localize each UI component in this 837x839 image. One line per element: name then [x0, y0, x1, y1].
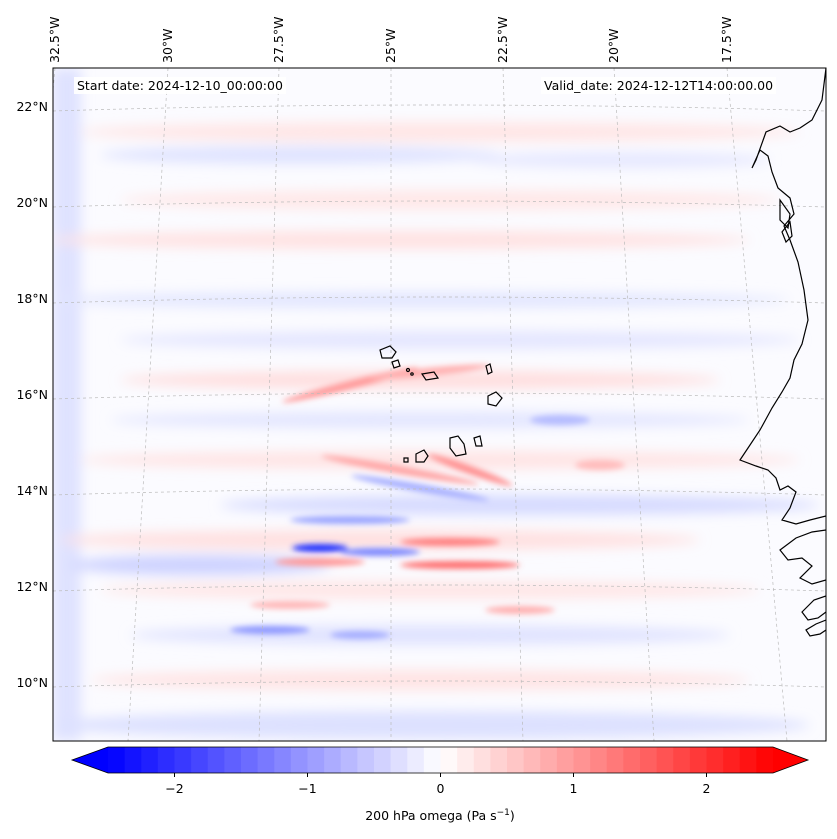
lat-gridline: [53, 104, 826, 112]
colorbar-segment: [191, 747, 209, 773]
lat-label: 16°N: [16, 387, 48, 402]
lat-label: 12°N: [16, 579, 48, 594]
colorbar-extend-low: [72, 747, 108, 773]
graticule: [53, 68, 826, 741]
lon-gridline: [127, 68, 169, 741]
colorbar-segment: [224, 747, 242, 773]
colorbar-segment: [706, 747, 724, 773]
colorbar-tick-label: 0: [436, 781, 445, 796]
colorbar-segment: [606, 747, 624, 773]
colorbar-tick-label: 2: [702, 781, 711, 796]
colorbar-segment: [324, 747, 342, 773]
colorbar-tick-label: 1: [569, 781, 578, 796]
lat-gridline: [53, 296, 826, 304]
colorbar-segment: [108, 747, 126, 773]
colorbar-segment: [523, 747, 541, 773]
colorbar-tick-label: −1: [298, 781, 317, 796]
colorbar-segment: [241, 747, 259, 773]
colorbar-segment: [457, 747, 475, 773]
colorbar-ticks: [174, 773, 707, 777]
colorbar-segment: [390, 747, 408, 773]
lon-label: 25°W: [383, 28, 398, 63]
lat-gridline: [53, 488, 826, 496]
lat-label: 20°N: [16, 195, 48, 210]
colorbar: [70, 746, 810, 774]
colorbar-segment: [590, 747, 608, 773]
colorbar-segment: [623, 747, 641, 773]
lat-gridline: [53, 392, 826, 400]
omega-field-detail: [230, 364, 625, 639]
colorbar-label: 200 hPa omega (Pa s−1): [0, 808, 837, 823]
lon-gridline: [613, 68, 655, 741]
colorbar-segment: [357, 747, 375, 773]
colorbar-segment: [473, 747, 491, 773]
lon-label: 30°W: [160, 28, 175, 63]
coastline: [379, 68, 826, 637]
map-frame: [52, 67, 827, 742]
lat-label: 10°N: [16, 675, 48, 690]
colorbar-segment: [673, 747, 691, 773]
lat-gridline: [53, 200, 826, 208]
colorbar-segment: [124, 747, 142, 773]
lon-gridline: [726, 68, 788, 741]
colorbar-label-text: 200 hPa omega (Pa s: [365, 808, 497, 824]
colorbar-segment: [723, 747, 741, 773]
colorbar-segment: [174, 747, 192, 773]
lon-gridline: [258, 68, 280, 741]
lat-label: 14°N: [16, 483, 48, 498]
colorbar-segment: [141, 747, 159, 773]
colorbar-segment: [290, 747, 309, 773]
colorbar-label-end: ): [509, 808, 515, 824]
colorbar-segment: [440, 747, 458, 773]
lon-gridline: [502, 68, 524, 741]
start-date-annotation: Start date: 2024-12-10_00:00:00: [74, 77, 286, 94]
valid-date-annotation: Valid_date: 2024-12-12T14:00:00.00: [541, 77, 777, 94]
lat-label: 18°N: [16, 291, 48, 306]
colorbar-segment: [689, 747, 708, 773]
lon-label: 27.5°W: [271, 16, 286, 63]
colorbar-segment: [656, 747, 674, 773]
colorbar-segment: [257, 747, 275, 773]
colorbar-segment: [573, 747, 591, 773]
colorbar-tick-label: −2: [165, 781, 184, 796]
colorbar-segment: [739, 747, 757, 773]
lon-label: 20°W: [606, 28, 621, 63]
colorbar-segment: [490, 747, 508, 773]
colorbar-segment: [507, 747, 525, 773]
colorbar-segment: [274, 747, 292, 773]
map-field: [53, 68, 826, 741]
lon-label: 22.5°W: [495, 16, 510, 63]
colorbar-segment: [407, 747, 425, 773]
colorbar-segment: [340, 747, 358, 773]
colorbar-extend-high: [773, 747, 808, 773]
colorbar-label-exponent: −1: [496, 808, 510, 818]
lon-gridline: [53, 68, 56, 95]
colorbar-outline: [70, 746, 810, 774]
colorbar-segment: [374, 747, 392, 773]
lat-label: 22°N: [16, 99, 48, 114]
colorbar-segment: [540, 747, 558, 773]
lon-label: 17.5°W: [719, 16, 734, 63]
colorbar-segment: [423, 747, 442, 773]
lat-gridline: [53, 584, 826, 592]
colorbar-segment: [157, 747, 176, 773]
colorbar-segment: [307, 747, 325, 773]
colorbar-segment: [756, 747, 774, 773]
colorbar-segment: [207, 747, 225, 773]
omega-field-broad: [53, 68, 820, 741]
colorbar-segment: [556, 747, 575, 773]
colorbar-segment: [640, 747, 658, 773]
lon-label: 32.5°W: [47, 16, 62, 63]
lat-gridline: [53, 680, 826, 688]
